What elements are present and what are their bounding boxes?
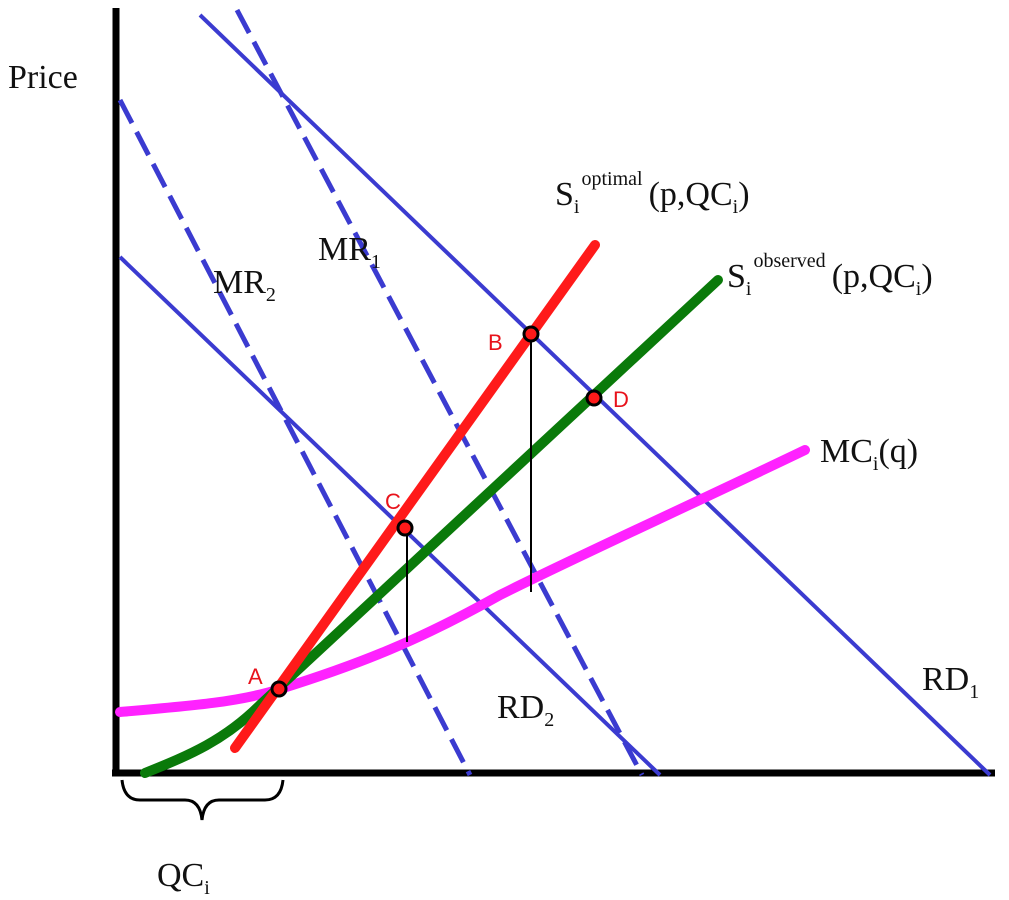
qc-label: QCi <box>157 857 210 899</box>
qc-bracket <box>122 780 283 820</box>
s-optimal-args: (p,QC <box>649 176 733 213</box>
point-d-marker <box>587 391 601 405</box>
s-optimal-main: S <box>555 176 574 213</box>
mc-curve <box>120 450 805 712</box>
point-a-label: A <box>248 664 263 689</box>
qc-label-sub: i <box>204 877 210 899</box>
mr1-label-main: MR <box>318 231 371 268</box>
rd2-label-sub: 2 <box>544 709 554 731</box>
s-observed-main: S <box>727 258 746 295</box>
mc-label: MCi(q) <box>820 433 918 475</box>
s-optimal-curve <box>235 245 595 748</box>
s-optimal-args-close: ) <box>738 176 749 213</box>
s-observed-args-close: ) <box>921 258 932 295</box>
s-observed-args: (p,QC <box>832 258 916 295</box>
s-optimal-sup: optimal <box>581 168 643 190</box>
mc-label-main: MC <box>820 433 873 470</box>
rd2-label-main: RD <box>497 689 544 726</box>
s-observed-label: Siobserved (p,QCi) <box>727 250 933 300</box>
rd1-label: RD1 <box>922 661 979 703</box>
mr1-label: MR1 <box>318 231 381 273</box>
point-b-marker <box>524 327 538 341</box>
mr2-label: MR2 <box>213 264 276 306</box>
rd1-label-sub: 1 <box>969 681 979 703</box>
point-a-marker <box>272 682 286 696</box>
mc-label-args: (q) <box>878 433 918 470</box>
point-c-label: C <box>385 489 401 514</box>
y-axis-label: Price <box>8 59 78 96</box>
rd2-curve <box>120 257 660 775</box>
rd2-label: RD2 <box>497 689 554 731</box>
qc-label-main: QC <box>157 857 204 894</box>
mr1-label-sub: 1 <box>371 251 381 273</box>
point-b-label: B <box>488 330 503 355</box>
mr2-label-main: MR <box>213 264 266 301</box>
point-c-marker <box>398 521 412 535</box>
point-d-label: D <box>613 387 629 412</box>
s-observed-sup: observed <box>753 250 825 272</box>
s-optimal-sub: i <box>574 196 580 218</box>
rd1-label-main: RD <box>922 661 969 698</box>
mr2-label-sub: 2 <box>266 284 276 306</box>
s-observed-sub: i <box>746 278 752 300</box>
s-optimal-label: Sioptimal (p,QCi) <box>555 168 750 218</box>
